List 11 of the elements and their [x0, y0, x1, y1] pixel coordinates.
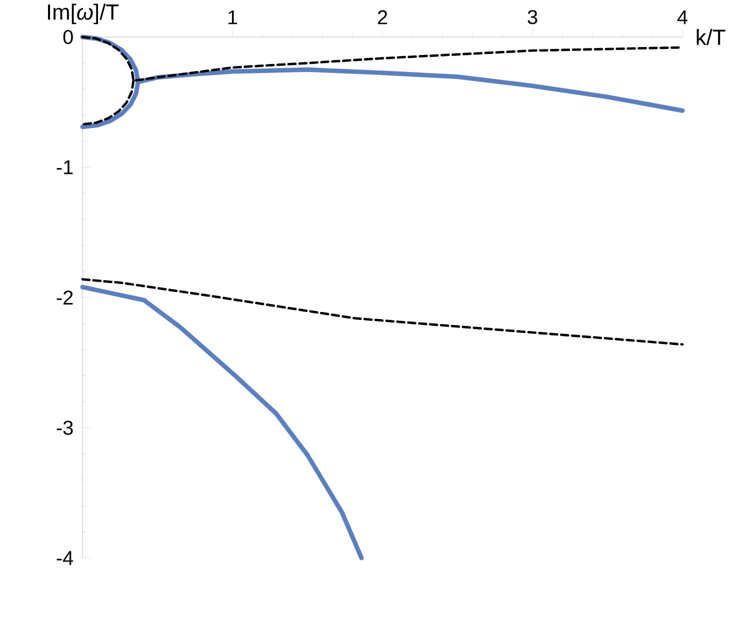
x-tick-label: 3: [528, 10, 538, 24]
y-axis-title: Im[ω]/T: [48, 4, 119, 24]
y-tick-label: -1: [56, 160, 73, 174]
y-tick-label: -3: [56, 420, 73, 435]
x-axis-title: k/T: [696, 28, 726, 46]
y-tick-label: 0: [63, 30, 73, 44]
x-tick-label: 2: [378, 10, 388, 24]
y-tick-label: -2: [56, 290, 73, 304]
x-tick-label: 1: [228, 10, 238, 24]
y-tick-label: -4: [56, 551, 74, 565]
x-tick-label: 4: [677, 10, 688, 24]
